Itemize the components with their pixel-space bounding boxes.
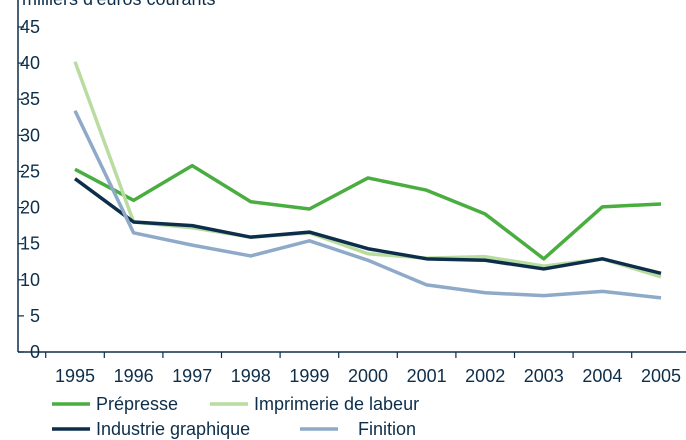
series-line	[73, 61, 662, 279]
series-line	[73, 110, 662, 300]
legend-label: Finition	[358, 419, 416, 439]
x-tick-label: 2001	[407, 366, 447, 386]
x-tick-label: 1998	[231, 366, 271, 386]
y-tick-label: 20	[20, 198, 40, 218]
x-tick-label: 2005	[641, 366, 681, 386]
y-tick-label: 35	[20, 89, 40, 109]
y-tick-label: 40	[20, 53, 40, 73]
y-tick-label: 25	[20, 161, 40, 181]
x-tick-label: 1996	[114, 366, 154, 386]
y-tick-label: 5	[30, 306, 40, 326]
legend-label: Imprimerie de labeur	[254, 394, 419, 414]
legend-label: Prépresse	[96, 394, 178, 414]
y-tick-label: 0	[30, 342, 40, 362]
y-tick-label: 45	[20, 17, 40, 37]
x-tick-label: 2004	[582, 366, 622, 386]
y-tick-label: 15	[20, 234, 40, 254]
x-tick-label: 1999	[289, 366, 329, 386]
x-tick-label: 1997	[172, 366, 212, 386]
x-tick-label: 2002	[465, 366, 505, 386]
y-axis-label: milliers d'euros courants	[22, 0, 216, 9]
series-line	[74, 163, 662, 261]
y-tick-label: 30	[20, 125, 40, 145]
y-tick-label: 10	[20, 270, 40, 290]
x-tick-label: 1995	[55, 366, 95, 386]
x-tick-label: 2003	[524, 366, 564, 386]
series-line	[73, 177, 662, 275]
x-tick-label: 2000	[348, 366, 388, 386]
legend-label: Industrie graphique	[96, 419, 250, 439]
